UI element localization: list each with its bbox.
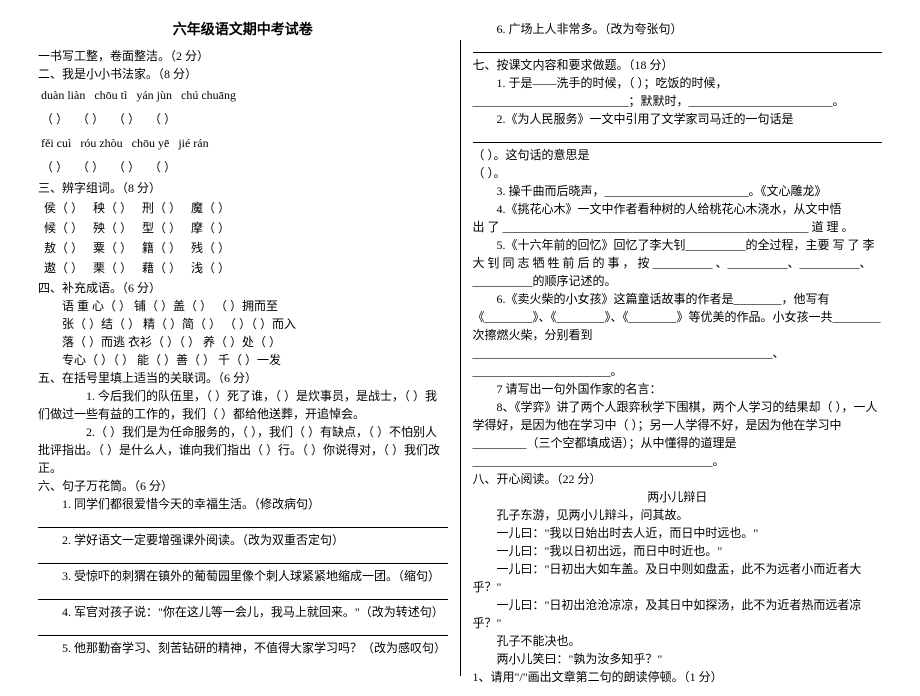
pinyin-cell: róu zhòu [79, 133, 128, 153]
q7-2c: （ ）。 [473, 164, 883, 182]
q1: 一书写工整，卷面整洁。（2 分） [38, 47, 448, 65]
pinyin-cell: chōu yē [131, 133, 176, 153]
q7-7: 7 请写出一句外国作家的名言： [473, 380, 883, 398]
q7: 七、按课文内容和要求做题。（18 分） [473, 56, 883, 74]
blank-cell: （ ） [112, 109, 146, 129]
pinyin-cell: jié rán [177, 133, 214, 153]
char-table: 侯（ ）秧（ ）刑（ ）魔（ ） 候（ ）殃（ ）型（ ）摩（ ） 敖（ ）粟（… [38, 197, 236, 279]
char-cell: 殃（ ） [89, 219, 136, 237]
q7-3: 3. 操千曲而后晓声，________________________。《文心雕… [473, 182, 883, 200]
q6-4: 4. 军官对孩子说："你在这儿等一会儿，我马上就回来。"（改为转述句） [38, 603, 448, 621]
exam-title: 六年级语文期中考试卷 [38, 20, 448, 41]
char-cell: 侯（ ） [40, 199, 87, 217]
pinyin-cell: fěi cuì [40, 133, 77, 153]
q6-3: 3. 受惊吓的刺猬在镇外的葡萄园里像个刺人球紧紧地缩成一团。（缩句） [38, 567, 448, 585]
answer-line [38, 549, 448, 564]
q8: 八、开心阅读。（22 分） [473, 470, 883, 488]
column-divider [460, 40, 461, 676]
char-cell: 魔（ ） [187, 199, 234, 217]
answer-line [38, 621, 448, 636]
char-cell: 刑（ ） [138, 199, 185, 217]
answer-line [473, 128, 883, 143]
poem-line: 孔子东游，见两小儿辩斗，问其故。 [473, 506, 883, 524]
blank-cell: （ ） [148, 109, 182, 129]
char-cell: 栗（ ） [89, 259, 136, 277]
q3: 三、辨字组词。（8 分） [38, 179, 448, 197]
q8-1: 1、请用"/"画出文章第二句的朗读停顿。（1 分） [473, 668, 883, 686]
blank-cell: （ ） [40, 109, 74, 129]
q2: 二、我是小小书法家。（8 分） [38, 65, 448, 83]
poem-line: 一儿曰："日初出大如车盖。及日中则如盘盂，此不为远者小而近者大乎？" [473, 560, 883, 596]
q7-6: 6.《卖火柴的小女孩》这篇童话故事的作者是________，他写有《______… [473, 290, 883, 380]
pinyin-row-2: fěi cuì róu zhòu chōu yē jié rán [38, 131, 217, 155]
q7-1: 1. 于是——洗手的时候，（ ）；吃饭的时候，_________________… [473, 74, 883, 110]
answer-line [38, 585, 448, 600]
answer-line [38, 513, 448, 528]
char-cell: 秧（ ） [89, 199, 136, 217]
q7-2b: （ ）。这句话的意思是 [473, 146, 883, 164]
q7-4a: 4.《挑花心木》一文中作者看种树的人给桃花心木浇水，从文中悟 [473, 200, 883, 218]
pinyin-cell: duàn liàn [40, 85, 91, 105]
poem-title: 两小儿辩日 [473, 488, 883, 506]
q5: 五、在括号里填上适当的关联词。（6 分） [38, 369, 448, 387]
q6-5: 5. 他那勤奋学习、刻苦钻研的精神，不值得大家学习吗？（改为感叹句） [38, 639, 448, 657]
paren-row-1: （ ） （ ） （ ） （ ） [38, 107, 184, 131]
poem-line: 一儿曰："我以日初出远，而日中时近也。" [473, 542, 883, 560]
left-column: 六年级语文期中考试卷 一书写工整，卷面整洁。（2 分） 二、我是小小书法家。（8… [30, 20, 456, 686]
poem-line: 两小儿笑曰："孰为汝多知乎？" [473, 650, 883, 668]
answer-line [473, 38, 883, 53]
q5-1: 1. 今后我们的队伍里，（ ）死了谁，（ ）是炊事员，是战士，（ ）我们做过一些… [38, 387, 448, 423]
blank-cell: （ ） [76, 157, 110, 177]
q7-2a: 2.《为人民服务》一文中引用了文学家司马迁的一句话是 [473, 110, 883, 128]
idiom-line: 语 重 心（ ） 铺（ ）盖（ ） （ ）拥而至 [38, 297, 448, 315]
poem-line: 一儿曰："日初出沧沧凉凉，及其日中如探汤，此不为近者热而远者凉乎？" [473, 596, 883, 632]
pinyin-cell: yán jùn [135, 85, 178, 105]
q7-4b: 出 了 ____________________________________… [473, 218, 883, 236]
q5-2: 2.（ ）我们是为任命服务的，（ ），我们（ ）有缺点，（ ）不怕别人批评指出。… [38, 423, 448, 477]
idiom-line: 张（ ）结（ ） 精（ ）简（ ） （ ）（ ）而入 [38, 315, 448, 333]
q6-1: 1. 同学们都很爱惜今天的幸福生活。（修改病句） [38, 495, 448, 513]
char-cell: 遨（ ） [40, 259, 87, 277]
poem-line: 一儿曰："我以日始出时去人近，而日中时远也。" [473, 524, 883, 542]
q6-6: 6. 广场上人非常多。（改为夸张句） [473, 20, 883, 38]
char-cell: 摩（ ） [187, 219, 234, 237]
blank-cell: （ ） [40, 157, 74, 177]
char-cell: 残（ ） [187, 239, 234, 257]
right-column: 6. 广场上人非常多。（改为夸张句） 七、按课文内容和要求做题。（18 分） 1… [465, 20, 891, 686]
poem-line: 孔子不能决也。 [473, 632, 883, 650]
q6: 六、句子万花筒。（6 分） [38, 477, 448, 495]
q6-2: 2. 学好语文一定要增强课外阅读。（改为双重否定句） [38, 531, 448, 549]
pinyin-cell: chōu tì [93, 85, 133, 105]
blank-cell: （ ） [76, 109, 110, 129]
blank-cell: （ ） [148, 157, 182, 177]
blank-cell: （ ） [112, 157, 146, 177]
char-cell: 粟（ ） [89, 239, 136, 257]
char-cell: 藉（ ） [138, 259, 185, 277]
q7-8: 8、《学弈》讲了两个人跟弈秋学下围棋，两个人学习的结果却（ ），一人学得好，是因… [473, 398, 883, 470]
q7-5: 5.《十六年前的回忆》回忆了李大钊__________的全过程，主要 写 了 李… [473, 236, 883, 290]
char-cell: 浅（ ） [187, 259, 234, 277]
pinyin-row-1: duàn liàn chōu tì yán jùn chú chuāng [38, 83, 244, 107]
idiom-line: 专心（ ）（ ） 能（ ）善（ ） 千（ ）一发 [38, 351, 448, 369]
paren-row-2: （ ） （ ） （ ） （ ） [38, 155, 184, 179]
char-cell: 籍（ ） [138, 239, 185, 257]
char-cell: 型（ ） [138, 219, 185, 237]
char-cell: 敖（ ） [40, 239, 87, 257]
char-cell: 候（ ） [40, 219, 87, 237]
idiom-line: 落（ ）而逃 衣衫（ ）（ ） 养（ ）处（ ） [38, 333, 448, 351]
q4: 四、补充成语。（6 分） [38, 279, 448, 297]
pinyin-cell: chú chuāng [180, 85, 242, 105]
